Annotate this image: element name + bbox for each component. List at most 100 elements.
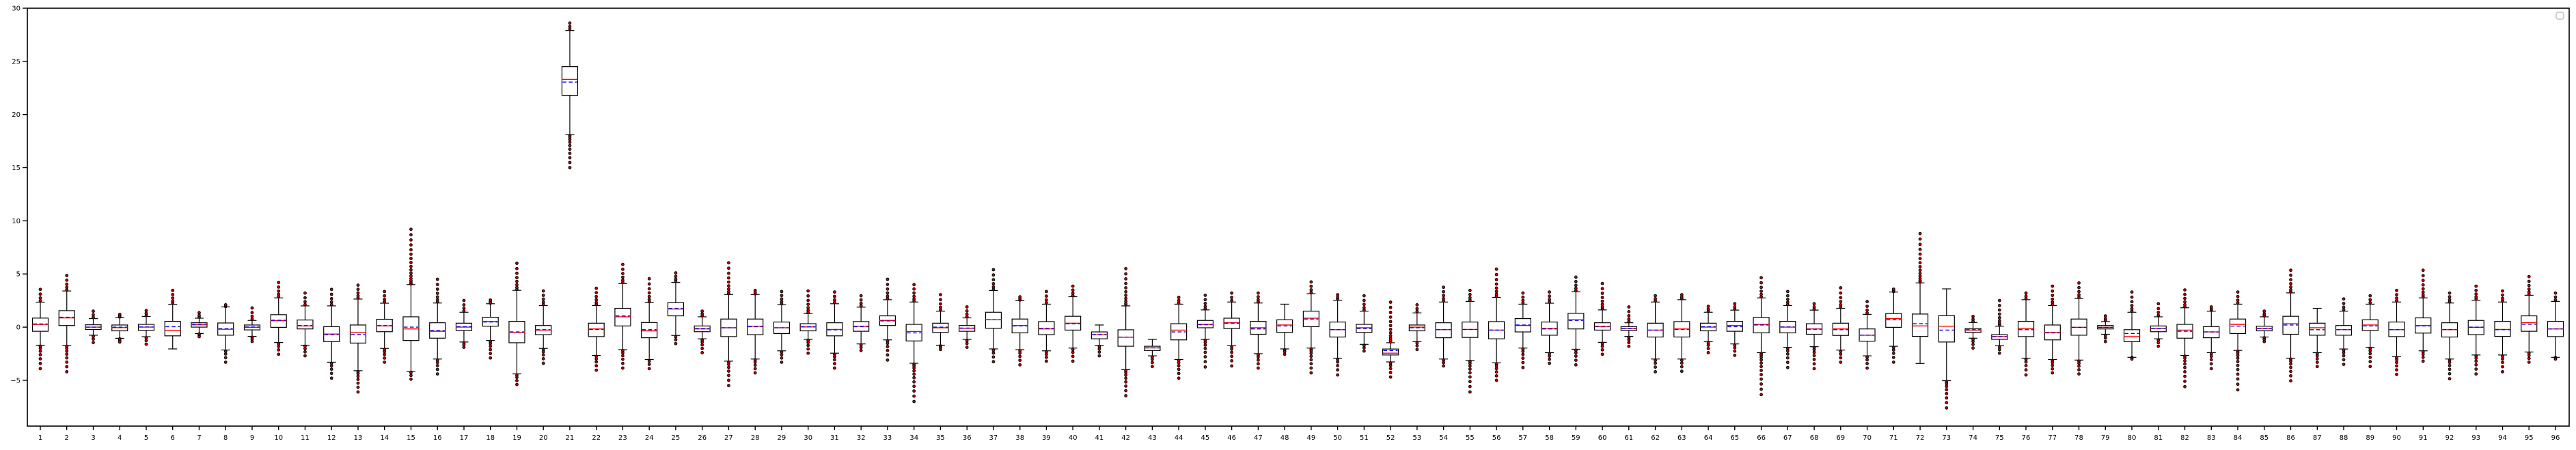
- flier-dot: [38, 292, 42, 296]
- flier-dot: [1150, 361, 1154, 365]
- flier-dot: [2024, 294, 2028, 298]
- x-tick-label: 12: [327, 434, 336, 442]
- flier-dot: [594, 298, 599, 302]
- flier-dot: [1759, 387, 1763, 391]
- flier-dot: [38, 299, 42, 303]
- box-40: [1065, 284, 1082, 363]
- flier-dot: [541, 357, 545, 361]
- x-tick-label: 52: [1386, 434, 1395, 442]
- flier-dot: [939, 305, 942, 309]
- flier-dot: [2236, 382, 2240, 386]
- x-tick-label: 96: [2551, 434, 2560, 442]
- flier-dot: [515, 382, 519, 386]
- flier-dot: [886, 358, 890, 362]
- flier-dot: [277, 352, 281, 356]
- x-tick-label: 14: [380, 434, 389, 442]
- flier-dot: [1548, 298, 1551, 302]
- x-tick-label: 42: [1121, 434, 1130, 442]
- flier-dot: [1468, 371, 1472, 375]
- iqr-box: [1911, 313, 1929, 337]
- flier-dot: [2315, 361, 2319, 364]
- flier-dot: [1812, 302, 1816, 306]
- flier-dot: [594, 364, 599, 367]
- box-3: [85, 309, 102, 345]
- flier-dot: [1203, 360, 1207, 364]
- flier-dot: [727, 271, 730, 275]
- flier-dot: [2368, 365, 2372, 369]
- flier-dot: [1548, 294, 1551, 298]
- flier-dot: [2342, 308, 2346, 312]
- flier-dot: [2342, 363, 2346, 366]
- flier-dot: [2130, 290, 2134, 294]
- flier-dot: [2315, 365, 2319, 369]
- flier-dot: [1468, 364, 1472, 368]
- flier-dot: [2421, 352, 2425, 356]
- flier-dot: [1018, 351, 1022, 355]
- flier-dot: [1654, 370, 1657, 374]
- flier-dot: [1785, 290, 1790, 294]
- flier-dot: [383, 356, 387, 360]
- flier-dot: [594, 368, 599, 372]
- flier-dot: [2183, 300, 2187, 304]
- y-tick-label: 30: [12, 5, 20, 13]
- iqr-box: [1938, 315, 1955, 343]
- flier-dot: [277, 344, 281, 348]
- widget-button[interactable]: [2556, 12, 2564, 20]
- box-58: [1541, 290, 1558, 365]
- flier-dot: [2183, 303, 2187, 307]
- flier-dot: [1230, 350, 1234, 354]
- flier-dot: [2183, 370, 2187, 374]
- flier-dot: [65, 349, 69, 353]
- flier-dot: [1600, 344, 1604, 348]
- flier-dot: [356, 385, 360, 389]
- flier-dot: [568, 25, 572, 29]
- flier-dot: [1230, 298, 1234, 303]
- flier-dot: [2183, 380, 2187, 383]
- flier-dot: [2527, 356, 2531, 361]
- flier-dot: [1468, 380, 1472, 384]
- flier-dot: [1574, 358, 1578, 362]
- iqr-box: [1567, 313, 1585, 330]
- flier-dot: [1309, 371, 1313, 375]
- flier-dot: [1839, 303, 1843, 307]
- flier-dot: [1997, 345, 2001, 349]
- box-80: [2123, 290, 2141, 361]
- flier-dot: [2421, 355, 2425, 359]
- flier-dot: [1918, 261, 1922, 265]
- flier-dot: [886, 277, 890, 281]
- flier-dot: [1468, 361, 1472, 365]
- flier-dot: [1574, 363, 1578, 367]
- flier-dot: [1388, 337, 1393, 340]
- flier-dot: [1203, 301, 1207, 305]
- flier-dot: [2395, 361, 2398, 365]
- box-65: [1726, 302, 1743, 357]
- flier-dot: [383, 294, 387, 298]
- flier-dot: [2474, 356, 2478, 360]
- box-24: [641, 277, 658, 371]
- flier-dot: [2077, 372, 2081, 376]
- flier-dot: [886, 287, 890, 291]
- flier-dot: [92, 335, 95, 339]
- flier-dot: [1600, 296, 1604, 300]
- box-72: [1911, 231, 1929, 364]
- flier-dot: [2051, 284, 2055, 288]
- flier-dot: [1018, 295, 1022, 299]
- flier-dot: [2342, 354, 2346, 358]
- flier-dot: [1494, 278, 1498, 281]
- flier-dot: [1415, 307, 1419, 311]
- box-48: [1276, 303, 1293, 356]
- iqr-box: [641, 322, 658, 339]
- flier-dot: [568, 147, 572, 152]
- flier-dot: [2077, 285, 2081, 290]
- flier-dot: [621, 262, 625, 266]
- flier-dot: [383, 352, 387, 356]
- flier-dot: [541, 289, 545, 293]
- flier-dot: [1654, 297, 1657, 300]
- flier-dot: [409, 277, 413, 281]
- x-tick-label: 40: [1069, 434, 1078, 442]
- flier-dot: [1256, 291, 1260, 295]
- flier-dot: [2368, 355, 2372, 359]
- x-tick-label: 61: [1624, 434, 1633, 442]
